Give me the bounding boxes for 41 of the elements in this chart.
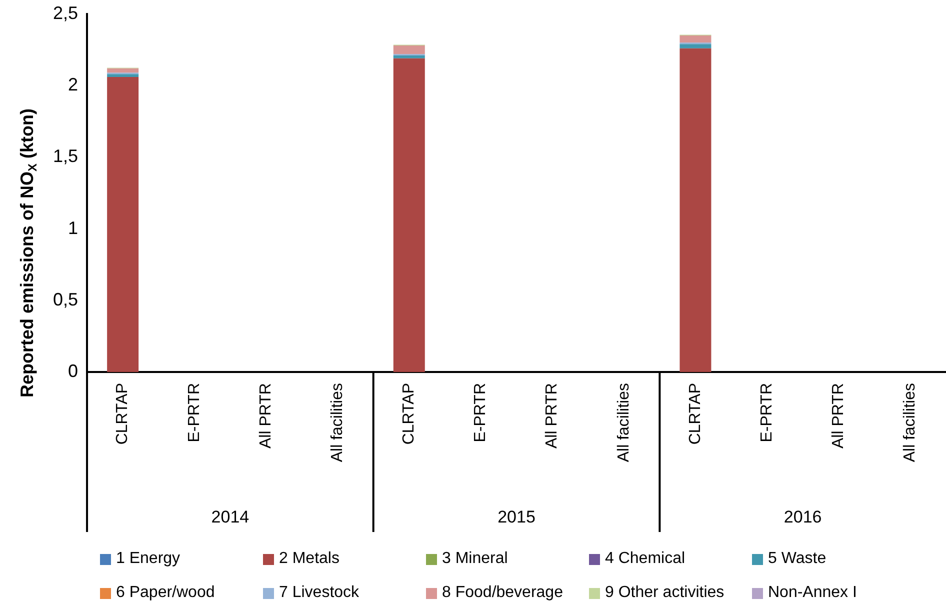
legend-label: 4 Chemical bbox=[605, 550, 686, 568]
legend-label: 3 Mineral bbox=[442, 550, 508, 568]
bar bbox=[680, 48, 712, 372]
legend-label: 6 Paper/wood bbox=[116, 584, 215, 602]
legend-label: 5 Waste bbox=[768, 550, 826, 568]
x-tick-label: E-PRTR bbox=[758, 383, 776, 442]
legend-label: Non-Annex I bbox=[768, 584, 857, 602]
x-tick-label: CLRTAP bbox=[400, 383, 418, 445]
y-tick-label: 2,5 bbox=[52, 2, 78, 23]
bar bbox=[107, 68, 139, 73]
x-tick-label: All PRTR bbox=[544, 383, 561, 448]
text: 2016 bbox=[784, 508, 822, 527]
x-tick-label: All facilities bbox=[328, 383, 346, 462]
y-tick-label: 0,5 bbox=[52, 289, 78, 310]
text: 2014 bbox=[211, 508, 250, 527]
y-tick-label: 1 bbox=[68, 218, 78, 238]
x-tick-label: All PRTR bbox=[257, 383, 274, 448]
y-axis-title: Reported emissions of NOX (kton) bbox=[16, 108, 40, 398]
y-tick-label: 0 bbox=[68, 360, 78, 381]
bar bbox=[393, 58, 425, 372]
x-tick-label: CLRTAP bbox=[686, 383, 704, 445]
x-tick-label: CLRTAP bbox=[114, 383, 132, 445]
bar bbox=[393, 56, 425, 58]
x-tick-label: All facilities bbox=[615, 383, 632, 462]
x-tick-label: E-PRTR bbox=[472, 383, 490, 442]
legend-label: 1 Energy bbox=[116, 550, 180, 568]
x-tick-label: All PRTR bbox=[830, 383, 848, 448]
x-tick-label: All facilities bbox=[902, 383, 919, 462]
bar bbox=[393, 46, 425, 54]
legend-label: 2 Metals bbox=[279, 550, 340, 568]
legend-label: 7 Livestock bbox=[279, 584, 360, 602]
y-tick-label: 2 bbox=[68, 74, 78, 95]
x-tick-label: E-PRTR bbox=[186, 383, 203, 442]
legend-label: 9 Other activities bbox=[605, 584, 724, 602]
y-tick-label: 1,5 bbox=[52, 146, 78, 166]
bar bbox=[107, 77, 139, 372]
text: 2015 bbox=[498, 508, 536, 527]
bar bbox=[107, 74, 139, 78]
bar bbox=[680, 35, 712, 43]
legend-label: 8 Food/beverage bbox=[442, 584, 563, 602]
bar bbox=[680, 44, 712, 48]
